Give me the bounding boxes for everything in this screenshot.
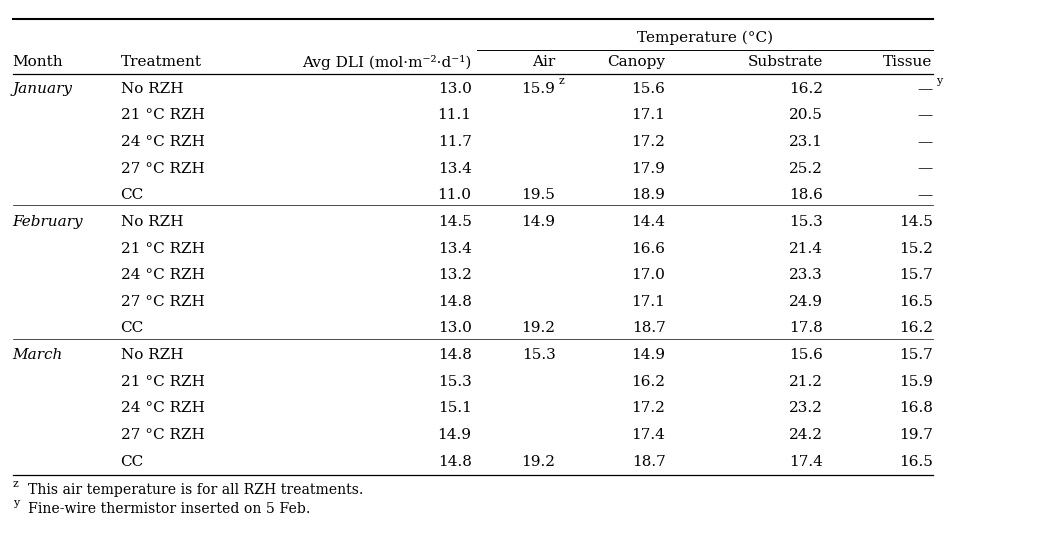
Text: z: z — [13, 479, 18, 489]
Text: January: January — [13, 82, 72, 95]
Text: 17.8: 17.8 — [789, 321, 823, 335]
Text: 18.7: 18.7 — [632, 455, 665, 468]
Text: 14.5: 14.5 — [438, 215, 472, 229]
Text: 16.2: 16.2 — [789, 82, 823, 95]
Text: 24.9: 24.9 — [789, 295, 823, 309]
Text: 20.5: 20.5 — [789, 108, 823, 122]
Text: 17.9: 17.9 — [632, 162, 665, 175]
Text: 15.2: 15.2 — [899, 241, 933, 255]
Text: CC: CC — [121, 321, 144, 335]
Text: —: — — [917, 162, 933, 175]
Text: 17.1: 17.1 — [632, 108, 665, 122]
Text: 15.3: 15.3 — [522, 348, 555, 362]
Text: Canopy: Canopy — [608, 55, 665, 69]
Text: Fine-wire thermistor inserted on 5 Feb.: Fine-wire thermistor inserted on 5 Feb. — [28, 502, 311, 516]
Text: 25.2: 25.2 — [789, 162, 823, 175]
Text: 15.3: 15.3 — [789, 215, 823, 229]
Text: February: February — [13, 215, 83, 229]
Text: 24 °C RZH: 24 °C RZH — [121, 268, 204, 282]
Text: Avg DLI (mol·m⁻²·d⁻¹): Avg DLI (mol·m⁻²·d⁻¹) — [302, 54, 472, 69]
Text: This air temperature is for all RZH treatments.: This air temperature is for all RZH trea… — [28, 483, 364, 497]
Text: 13.0: 13.0 — [438, 321, 472, 335]
Text: 14.9: 14.9 — [522, 215, 555, 229]
Text: 13.4: 13.4 — [438, 241, 472, 255]
Text: 15.9: 15.9 — [522, 82, 555, 95]
Text: 19.2: 19.2 — [522, 455, 555, 468]
Text: —: — — [917, 108, 933, 122]
Text: No RZH: No RZH — [121, 348, 183, 362]
Text: 27 °C RZH: 27 °C RZH — [121, 428, 204, 442]
Text: y: y — [936, 76, 942, 86]
Text: 21.2: 21.2 — [789, 375, 823, 388]
Text: CC: CC — [121, 455, 144, 468]
Text: —: — — [917, 188, 933, 202]
Text: y: y — [13, 498, 19, 508]
Text: 14.8: 14.8 — [438, 455, 472, 468]
Text: 21 °C RZH: 21 °C RZH — [121, 108, 204, 122]
Text: No RZH: No RZH — [121, 215, 183, 229]
Text: 19.5: 19.5 — [522, 188, 555, 202]
Text: Substrate: Substrate — [747, 55, 823, 69]
Text: 11.0: 11.0 — [438, 188, 472, 202]
Text: 15.7: 15.7 — [899, 268, 933, 282]
Text: z: z — [559, 76, 564, 86]
Text: 16.8: 16.8 — [899, 401, 933, 415]
Text: 14.4: 14.4 — [632, 215, 665, 229]
Text: 24 °C RZH: 24 °C RZH — [121, 135, 204, 149]
Text: 24 °C RZH: 24 °C RZH — [121, 401, 204, 415]
Text: 23.2: 23.2 — [789, 401, 823, 415]
Text: 13.0: 13.0 — [438, 82, 472, 95]
Text: Temperature (°C): Temperature (°C) — [637, 31, 772, 46]
Text: 14.8: 14.8 — [438, 295, 472, 309]
Text: 18.6: 18.6 — [789, 188, 823, 202]
Text: Treatment: Treatment — [121, 55, 201, 69]
Text: March: March — [13, 348, 63, 362]
Text: 18.9: 18.9 — [632, 188, 665, 202]
Text: 17.2: 17.2 — [632, 135, 665, 149]
Text: 21 °C RZH: 21 °C RZH — [121, 375, 204, 388]
Text: 15.3: 15.3 — [438, 375, 472, 388]
Text: 15.7: 15.7 — [899, 348, 933, 362]
Text: 15.9: 15.9 — [899, 375, 933, 388]
Text: 27 °C RZH: 27 °C RZH — [121, 295, 204, 309]
Text: 11.7: 11.7 — [438, 135, 472, 149]
Text: 18.7: 18.7 — [632, 321, 665, 335]
Text: 15.1: 15.1 — [438, 401, 472, 415]
Text: 24.2: 24.2 — [789, 428, 823, 442]
Text: No RZH: No RZH — [121, 82, 183, 95]
Text: 19.7: 19.7 — [899, 428, 933, 442]
Text: 23.1: 23.1 — [789, 135, 823, 149]
Text: CC: CC — [121, 188, 144, 202]
Text: 19.2: 19.2 — [522, 321, 555, 335]
Text: Air: Air — [532, 55, 555, 69]
Text: 16.6: 16.6 — [632, 241, 665, 255]
Text: 14.9: 14.9 — [632, 348, 665, 362]
Text: 27 °C RZH: 27 °C RZH — [121, 162, 204, 175]
Text: 21 °C RZH: 21 °C RZH — [121, 241, 204, 255]
Text: Month: Month — [13, 55, 63, 69]
Text: 11.1: 11.1 — [438, 108, 472, 122]
Text: 21.4: 21.4 — [789, 241, 823, 255]
Text: 16.2: 16.2 — [632, 375, 665, 388]
Text: Tissue: Tissue — [883, 55, 933, 69]
Text: —: — — [917, 135, 933, 149]
Text: —: — — [917, 82, 933, 95]
Text: 16.5: 16.5 — [899, 455, 933, 468]
Text: 13.4: 13.4 — [438, 162, 472, 175]
Text: 17.4: 17.4 — [632, 428, 665, 442]
Text: 14.9: 14.9 — [438, 428, 472, 442]
Text: 17.4: 17.4 — [789, 455, 823, 468]
Text: 14.5: 14.5 — [899, 215, 933, 229]
Text: 17.1: 17.1 — [632, 295, 665, 309]
Text: 14.8: 14.8 — [438, 348, 472, 362]
Text: 15.6: 15.6 — [789, 348, 823, 362]
Text: 17.0: 17.0 — [632, 268, 665, 282]
Text: 16.2: 16.2 — [899, 321, 933, 335]
Text: 23.3: 23.3 — [789, 268, 823, 282]
Text: 16.5: 16.5 — [899, 295, 933, 309]
Text: 15.6: 15.6 — [632, 82, 665, 95]
Text: 17.2: 17.2 — [632, 401, 665, 415]
Text: 13.2: 13.2 — [438, 268, 472, 282]
